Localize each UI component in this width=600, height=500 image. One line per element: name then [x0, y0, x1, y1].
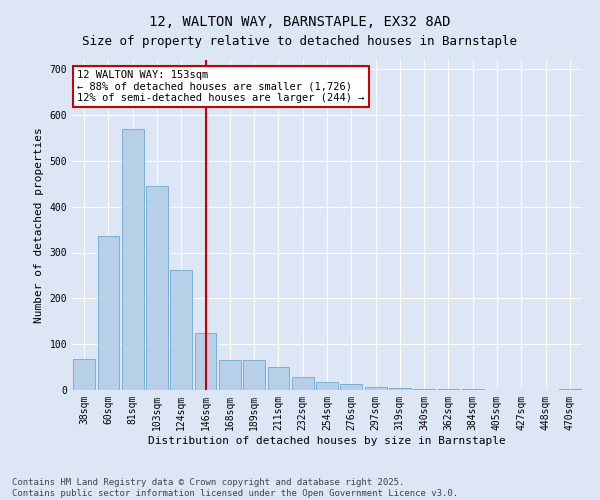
Bar: [365, 387, 386, 390]
Text: Size of property relative to detached houses in Barnstaple: Size of property relative to detached ho…: [83, 35, 517, 48]
Bar: [462, 389, 484, 390]
Text: 12 WALTON WAY: 153sqm
← 88% of detached houses are smaller (1,726)
12% of semi-d: 12 WALTON WAY: 153sqm ← 88% of detached …: [77, 70, 365, 103]
Text: Contains HM Land Registry data © Crown copyright and database right 2025.
Contai: Contains HM Land Registry data © Crown c…: [12, 478, 458, 498]
Bar: [268, 367, 289, 390]
Bar: [219, 360, 241, 390]
Bar: [146, 186, 168, 390]
Bar: [437, 389, 460, 390]
Bar: [194, 332, 217, 390]
Bar: [389, 388, 411, 390]
Bar: [413, 388, 435, 390]
Bar: [170, 270, 192, 390]
Bar: [292, 377, 314, 390]
Bar: [122, 128, 143, 390]
Bar: [243, 360, 265, 390]
Bar: [340, 384, 362, 390]
Bar: [73, 359, 95, 390]
Text: 12, WALTON WAY, BARNSTAPLE, EX32 8AD: 12, WALTON WAY, BARNSTAPLE, EX32 8AD: [149, 15, 451, 29]
X-axis label: Distribution of detached houses by size in Barnstaple: Distribution of detached houses by size …: [148, 436, 506, 446]
Bar: [559, 388, 581, 390]
Bar: [316, 382, 338, 390]
Bar: [97, 236, 119, 390]
Y-axis label: Number of detached properties: Number of detached properties: [34, 127, 44, 323]
